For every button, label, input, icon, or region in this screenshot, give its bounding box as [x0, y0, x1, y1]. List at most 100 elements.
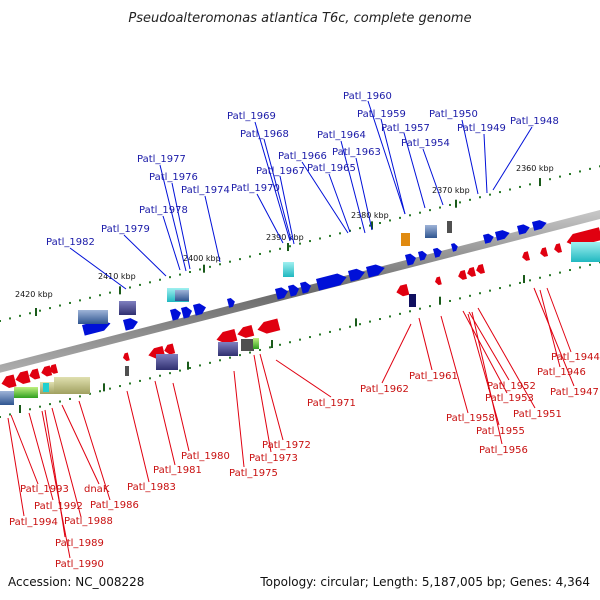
lower-track-dot [319, 333, 321, 336]
gene-label-patl-1970[interactable]: Patl_1970 [231, 183, 280, 194]
gene-label-patl-1948[interactable]: Patl_1948 [510, 116, 559, 127]
gene-label-patl-1965[interactable]: Patl_1965 [307, 163, 356, 174]
gene-label-patl-1962[interactable]: Patl_1962 [360, 384, 409, 395]
gene-label-patl-1972[interactable]: Patl_1972 [262, 440, 311, 451]
lower-track-dot [269, 346, 271, 349]
gene-label-patl-1954[interactable]: Patl_1954 [401, 138, 450, 149]
upper-track-dot [439, 206, 441, 209]
map-title: Pseudoalteromonas atlantica T6c, complet… [128, 11, 471, 26]
gene-labels: Patl_1960 Patl_1959 Patl_1957 Patl_1950 … [9, 91, 600, 570]
gene-label-patl-1974[interactable]: Patl_1974 [181, 185, 230, 196]
gene-label-patl-1961[interactable]: Patl_1961 [409, 371, 458, 382]
forward-label-leader [422, 148, 444, 206]
gene-label-patl-1956[interactable]: Patl_1956 [479, 445, 528, 456]
gene-label-patl-1993[interactable]: Patl_1993 [20, 484, 69, 495]
gene-label-patl-1978[interactable]: Patl_1978 [139, 205, 188, 216]
forward-label-leader [340, 140, 366, 234]
gene-label-patl-1960[interactable]: Patl_1960 [343, 91, 392, 102]
forward-label-leader [162, 215, 181, 271]
forward-label-leader [204, 195, 221, 263]
feature-block [175, 290, 189, 301]
gene-label-patl-1976[interactable]: Patl_1976 [149, 172, 198, 183]
gene-label-patl-1958[interactable]: Patl_1958 [446, 413, 495, 424]
feature-block [119, 301, 136, 315]
gene-label-patl-1957[interactable]: Patl_1957 [381, 123, 430, 134]
lower-track-dot [69, 397, 71, 400]
upper-track-dot [269, 250, 271, 253]
scale-label-2370: 2370 kbp [432, 186, 470, 195]
gene-label-patl-1969[interactable]: Patl_1969 [227, 111, 276, 122]
accession-text: Accession: NC_008228 [8, 575, 144, 589]
gene-label-patl-1994[interactable]: Patl_1994 [9, 517, 58, 528]
lower-track-dot [139, 379, 141, 382]
reverse-label-leader [477, 307, 536, 409]
gene-label-patl-1979[interactable]: Patl_1979 [101, 224, 150, 235]
scale-label-2380: 2380 kbp [351, 211, 389, 220]
forward-gene-arrow [275, 287, 288, 300]
gene-label-patl-1982[interactable]: Patl_1982 [46, 237, 95, 248]
gene-label-patl-1952[interactable]: Patl_1952 [487, 381, 536, 392]
gene-label-patl-1988[interactable]: Patl_1988 [64, 516, 113, 527]
lower-track-dot [479, 292, 481, 295]
gene-label-patl-1975[interactable]: Patl_1975 [229, 468, 278, 479]
upper-track-dot [89, 296, 91, 299]
gene-label-patl-1947[interactable]: Patl_1947 [550, 387, 599, 398]
gene-label-patl-1989[interactable]: Patl_1989 [55, 538, 104, 549]
scale-labels: 2360 kbp 2370 kbp 2380 kbp 2390 kbp 2400… [15, 164, 554, 299]
gene-label-patl-1959[interactable]: Patl_1959 [357, 109, 406, 120]
upper-track-dot [159, 278, 161, 281]
gene-label-patl-1990[interactable]: Patl_1990 [55, 559, 104, 570]
reverse-gene-arrow [434, 276, 442, 286]
upper-track-dot [149, 281, 151, 284]
lower-track-dot [389, 315, 391, 318]
upper-track-dot [9, 317, 11, 320]
lower-track-dot [49, 403, 51, 406]
upper-track-dot [369, 224, 371, 227]
gene-label-patl-1951[interactable]: Patl_1951 [513, 409, 562, 420]
forward-gene-arrow [451, 243, 458, 252]
upper-track-dot [139, 283, 141, 286]
gene-label-patl-1946[interactable]: Patl_1946 [537, 367, 586, 378]
reverse-gene-arrow [467, 267, 476, 277]
gene-label-patl-1986[interactable]: Patl_1986 [90, 500, 139, 511]
reverse-gene-arrow [476, 264, 485, 274]
gene-label-patl-1963[interactable]: Patl_1963 [332, 147, 381, 158]
lower-track-dot [109, 387, 111, 390]
upper-scale-tick [455, 199, 457, 208]
upper-track-dot [549, 178, 551, 181]
upper-track-dot [199, 268, 201, 271]
gene-label-patl-1992[interactable]: Patl_1992 [34, 501, 83, 512]
gene-label-patl-1980[interactable]: Patl_1980 [181, 451, 230, 462]
upper-track-dot [69, 301, 71, 304]
upper-track-dot [239, 258, 241, 261]
gene-label-patl-1955[interactable]: Patl_1955 [476, 426, 525, 437]
lower-track-dot [549, 274, 551, 277]
gene-label-patl-1953[interactable]: Patl_1953 [485, 393, 534, 404]
gene-label-patl-1944[interactable]: Patl_1944 [551, 352, 600, 363]
upper-track-dot [449, 203, 451, 206]
forward-gene-arrow [405, 253, 417, 266]
gene-label-patl-1971[interactable]: Patl_1971 [307, 398, 356, 409]
gene-label-patl-1950[interactable]: Patl_1950 [429, 109, 478, 120]
reverse-gene-arrow [540, 247, 549, 257]
upper-track-dot [59, 304, 61, 307]
gene-label-patl-1977[interactable]: Patl_1977 [137, 154, 186, 165]
lower-track-dot [559, 271, 561, 274]
gene-label-dnak[interactable]: dnaK [84, 484, 110, 495]
forward-gene-arrow [170, 308, 182, 321]
gene-label-patl-1981[interactable]: Patl_1981 [153, 465, 202, 476]
gene-label-patl-1964[interactable]: Patl_1964 [317, 130, 366, 141]
gene-label-patl-1967[interactable]: Patl_1967 [256, 166, 305, 177]
lower-track-dot [459, 297, 461, 300]
gene-label-patl-1949[interactable]: Patl_1949 [457, 123, 506, 134]
upper-track-dot [49, 307, 51, 310]
gene-label-patl-1966[interactable]: Patl_1966 [278, 151, 327, 162]
reverse-gene-arrow [49, 364, 58, 374]
gene-label-patl-1968[interactable]: Patl_1968 [240, 129, 289, 140]
gene-label-patl-1973[interactable]: Patl_1973 [249, 453, 298, 464]
feature-block [253, 338, 259, 349]
scale-label-2390: 2390 kbp [266, 233, 304, 242]
gene-label-patl-1983[interactable]: Patl_1983 [127, 482, 176, 493]
reverse-label-leader [253, 354, 272, 453]
